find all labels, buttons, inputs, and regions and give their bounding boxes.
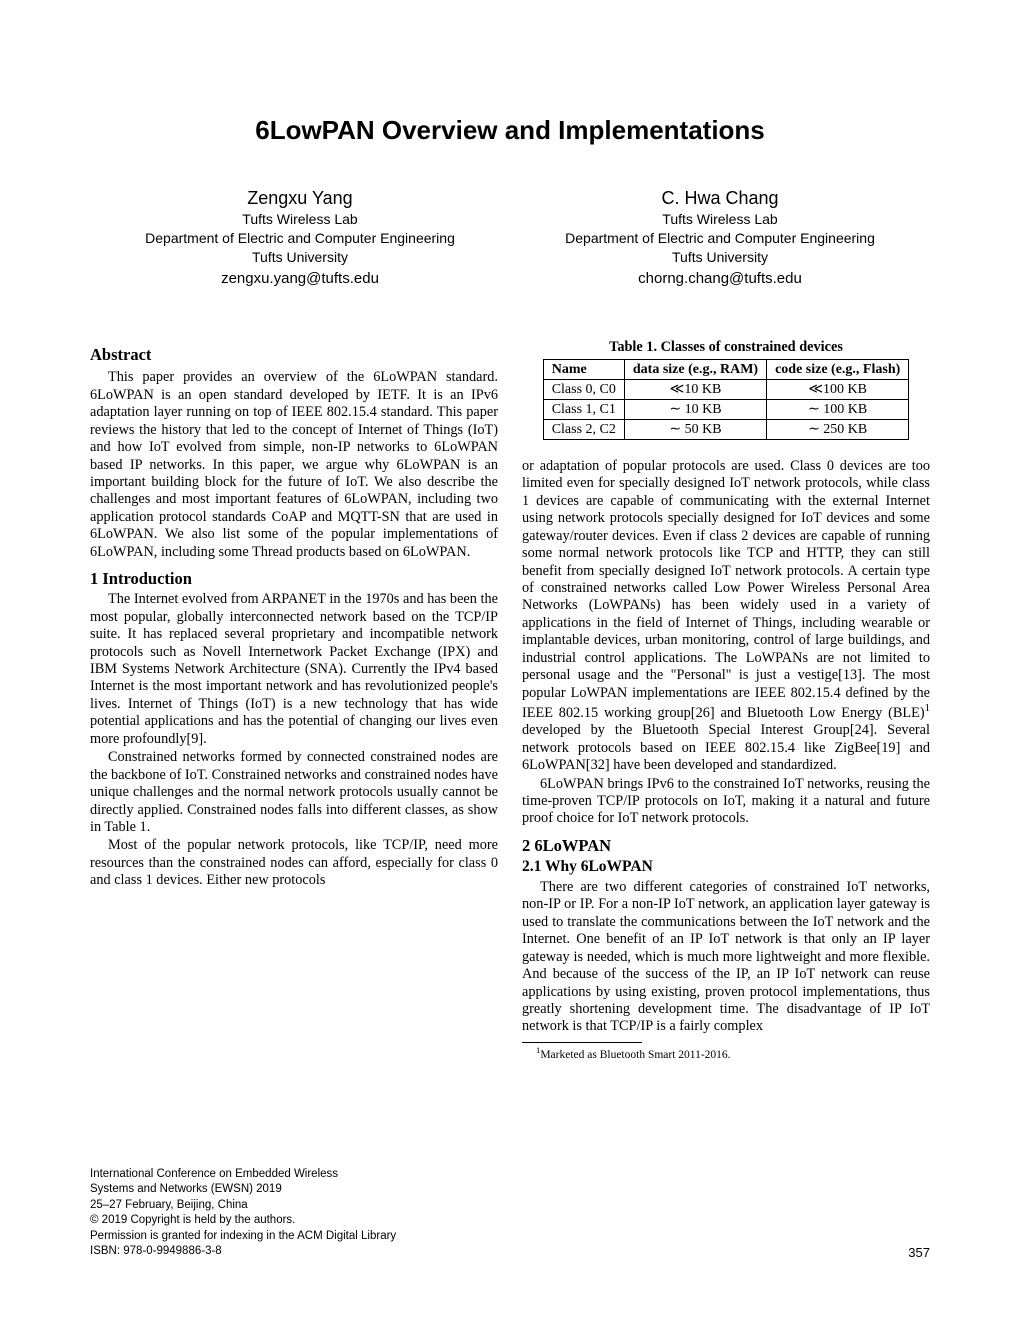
conf-line: © 2019 Copyright is held by the authors. (90, 1213, 490, 1229)
conf-line: 25–27 February, Beijing, China (90, 1198, 490, 1214)
td: ∼ 10 KB (624, 399, 766, 419)
section-2-heading: 2 6LoWPAN (522, 836, 930, 856)
author-email: zengxu.yang@tufts.edu (145, 269, 455, 289)
th-name: Name (543, 359, 624, 379)
author-dept: Department of Electric and Computer Engi… (565, 229, 875, 248)
left-column: Abstract This paper provides an overview… (90, 339, 498, 1062)
td: ∼ 50 KB (624, 419, 766, 439)
footnote-text: Marketed as Bluetooth Smart 2011-2016. (540, 1049, 730, 1061)
intro-para-1: The Internet evolved from ARPANET in the… (90, 591, 498, 748)
abstract-text: This paper provides an overview of the 6… (90, 369, 498, 561)
col2-p1b: developed by the Bluetooth Special Inter… (522, 722, 930, 773)
author-block-2: C. Hwa Chang Tufts Wireless Lab Departme… (565, 186, 875, 289)
right-column: Table 1. Classes of constrained devices … (522, 339, 930, 1062)
author-univ: Tufts University (145, 248, 455, 267)
author-email: chorng.chang@tufts.edu (565, 269, 875, 289)
author-lab: Tufts Wireless Lab (565, 210, 875, 229)
table-row: Class 2, C2 ∼ 50 KB ∼ 250 KB (543, 419, 909, 439)
td: ≪10 KB (624, 379, 766, 399)
author-univ: Tufts University (565, 248, 875, 267)
table-1-caption: Table 1. Classes of constrained devices (522, 339, 930, 356)
abstract-heading: Abstract (90, 345, 498, 365)
col2-para-2: 6LoWPAN brings IPv6 to the constrained I… (522, 776, 930, 828)
two-column-body: Abstract This paper provides an overview… (90, 339, 930, 1062)
intro-para-3: Most of the popular network protocols, l… (90, 837, 498, 889)
footnote-1: 1Marketed as Bluetooth Smart 2011-2016. (522, 1045, 930, 1062)
author-lab: Tufts Wireless Lab (145, 210, 455, 229)
td: ∼ 100 KB (767, 399, 909, 419)
td: Class 2, C2 (543, 419, 624, 439)
conf-line: Permission is granted for indexing in th… (90, 1229, 490, 1245)
page-number: 357 (908, 1245, 930, 1260)
section-1-heading: 1 Introduction (90, 569, 498, 589)
authors-row: Zengxu Yang Tufts Wireless Lab Departmen… (90, 186, 930, 289)
paper-title: 6LowPAN Overview and Implementations (90, 115, 930, 146)
table-header-row: Name data size (e.g., RAM) code size (e.… (543, 359, 909, 379)
section-2-1-heading: 2.1 Why 6LoWPAN (522, 858, 930, 877)
col2-p1a: or adaptation of popular protocols are u… (522, 458, 930, 721)
th-code: code size (e.g., Flash) (767, 359, 909, 379)
author-name: C. Hwa Chang (565, 186, 875, 210)
sec21-para-1: There are two different categories of co… (522, 879, 930, 1036)
th-data: data size (e.g., RAM) (624, 359, 766, 379)
footnote-rule (522, 1042, 642, 1043)
footnote-ref-1: 1 (925, 702, 930, 714)
conf-line: Systems and Networks (EWSN) 2019 (90, 1182, 490, 1198)
intro-para-2: Constrained networks formed by connected… (90, 749, 498, 836)
page: 6LowPAN Overview and Implementations Zen… (0, 0, 1020, 1320)
td: Class 0, C0 (543, 379, 624, 399)
table-row: Class 1, C1 ∼ 10 KB ∼ 100 KB (543, 399, 909, 419)
conference-info: International Conference on Embedded Wir… (90, 1167, 490, 1260)
td: Class 1, C1 (543, 399, 624, 419)
author-dept: Department of Electric and Computer Engi… (145, 229, 455, 248)
conf-line: ISBN: 978-0-9949886-3-8 (90, 1244, 490, 1260)
conf-line: International Conference on Embedded Wir… (90, 1167, 490, 1183)
author-block-1: Zengxu Yang Tufts Wireless Lab Departmen… (145, 186, 455, 289)
td: ∼ 250 KB (767, 419, 909, 439)
table-row: Class 0, C0 ≪10 KB ≪100 KB (543, 379, 909, 399)
author-name: Zengxu Yang (145, 186, 455, 210)
table-constrained-devices: Name data size (e.g., RAM) code size (e.… (543, 359, 910, 440)
td: ≪100 KB (767, 379, 909, 399)
col2-para-1: or adaptation of popular protocols are u… (522, 458, 930, 775)
